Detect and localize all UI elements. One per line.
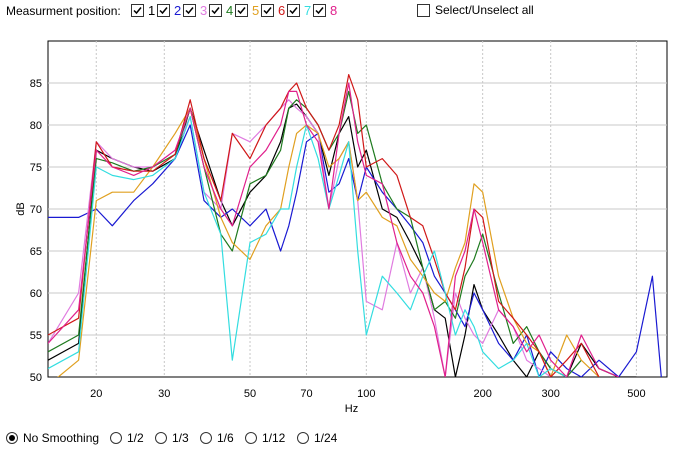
- checkmark-icon: [237, 7, 246, 15]
- checkmark-icon: [315, 7, 324, 15]
- position-7-checkbox[interactable]: [287, 4, 300, 17]
- series-8-line: [48, 82, 619, 377]
- x-tick-label: 70: [300, 388, 312, 400]
- x-tick-label: 200: [473, 388, 491, 400]
- position-7-label[interactable]: 7: [304, 3, 312, 18]
- checkmark-icon: [133, 7, 142, 15]
- checkmark-icon: [289, 7, 298, 15]
- x-tick-label: 300: [542, 388, 560, 400]
- smoothing-option-label[interactable]: 1/6: [217, 431, 234, 445]
- position-3-checkbox[interactable]: [183, 4, 196, 17]
- position-6-label[interactable]: 6: [278, 3, 286, 18]
- select-all-label[interactable]: Select/Unselect all: [435, 3, 534, 17]
- x-tick-label: 20: [90, 388, 102, 400]
- series-7-line: [48, 115, 567, 377]
- position-2-label[interactable]: 2: [174, 3, 182, 18]
- smoothing-option-label[interactable]: 1/3: [172, 431, 189, 445]
- y-tick-label: 80: [30, 120, 42, 132]
- smoothing-radio-3[interactable]: [200, 432, 212, 444]
- measurement-position-toolbar: Measurment position: 1 2 3 4 5 6 7 8 Select/Uns…: [0, 0, 680, 24]
- series-6-line: [48, 73, 600, 377]
- position-6-checkbox[interactable]: [261, 4, 274, 17]
- x-tick-label: 100: [357, 388, 375, 400]
- select-all-checkbox[interactable]: [417, 4, 430, 17]
- smoothing-option-label[interactable]: No Smoothing: [23, 431, 100, 445]
- smoothing-option-label[interactable]: 1/2: [127, 431, 144, 445]
- smoothing-options: No Smoothing 1/2 1/3 1/6 1/12 1/24: [0, 428, 680, 450]
- y-tick-label: 60: [30, 288, 42, 300]
- y-tick-label: 50: [30, 372, 42, 384]
- position-3-label[interactable]: 3: [200, 3, 208, 18]
- y-tick-label: 75: [30, 162, 42, 174]
- series-4-line: [48, 90, 582, 377]
- y-tick-label: 65: [30, 246, 42, 258]
- smoothing-radio-1[interactable]: [110, 432, 122, 444]
- smoothing-radio-2[interactable]: [155, 432, 167, 444]
- smoothing-option-label[interactable]: 1/24: [314, 431, 338, 445]
- checkmark-icon: [159, 7, 168, 15]
- position-5-checkbox[interactable]: [235, 4, 248, 17]
- frequency-response-chart: 50 55 60 65 70 75 80 85 20 30 50 70 100 200 300 500 Hz dB: [15, 40, 668, 415]
- position-8-label[interactable]: 8: [330, 3, 338, 18]
- y-tick-label: 70: [30, 204, 42, 216]
- y-axis-label: dB: [15, 202, 27, 215]
- checkmark-icon: [185, 7, 194, 15]
- smoothing-radio-4[interactable]: [245, 432, 257, 444]
- position-1-checkbox[interactable]: [131, 4, 144, 17]
- position-4-label[interactable]: 4: [226, 3, 234, 18]
- checkmark-icon: [263, 7, 272, 15]
- position-1-label[interactable]: 1: [148, 3, 156, 18]
- y-tick-label: 55: [30, 330, 42, 342]
- x-tick-label: 50: [244, 388, 256, 400]
- smoothing-radio-5[interactable]: [297, 432, 309, 444]
- checkmark-icon: [211, 7, 220, 15]
- measurement-position-label: Measurment position:: [6, 4, 121, 18]
- x-tick-label: 30: [158, 388, 170, 400]
- y-tick-label: 85: [30, 78, 42, 90]
- x-tick-label: 500: [627, 388, 645, 400]
- position-4-checkbox[interactable]: [209, 4, 222, 17]
- position-5-label[interactable]: 5: [252, 3, 260, 18]
- smoothing-option-label[interactable]: 1/12: [262, 431, 286, 445]
- radio-selected-dot: [9, 435, 15, 441]
- x-axis-label: Hz: [345, 403, 358, 415]
- smoothing-radio-0[interactable]: [6, 432, 18, 444]
- position-2-checkbox[interactable]: [157, 4, 170, 17]
- position-8-checkbox[interactable]: [313, 4, 326, 17]
